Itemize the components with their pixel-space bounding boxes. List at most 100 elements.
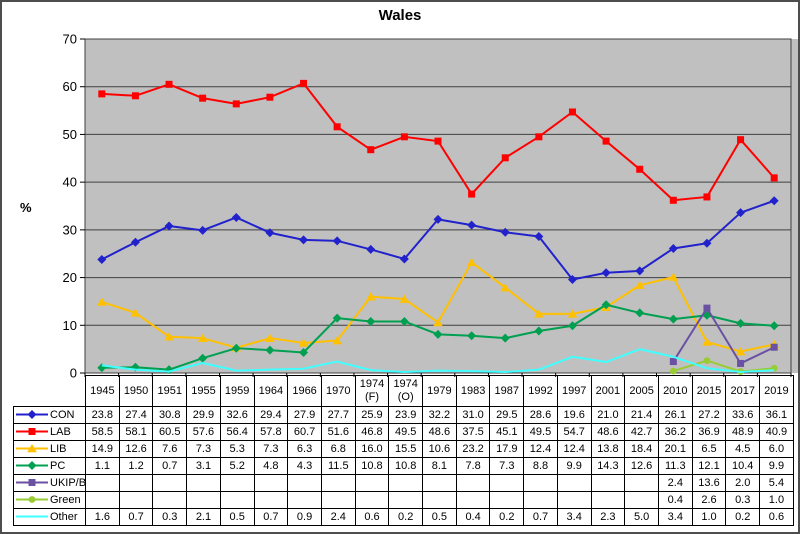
legend-entry-UKIP/Br: UKIP/Br	[15, 477, 85, 490]
plot-background	[85, 39, 798, 373]
table-cell: 37.5	[455, 423, 491, 441]
series-name-label: CON	[50, 408, 75, 421]
table-cell: 31.0	[455, 406, 491, 424]
series-marker-CON	[534, 232, 544, 242]
series-name-label: Green	[50, 493, 81, 506]
table-cell: 15.5	[388, 440, 424, 458]
table-cell	[287, 474, 322, 492]
table-cell: 33.6	[725, 406, 761, 424]
year-header: 2019	[759, 375, 794, 407]
table-cell: 0.9	[287, 508, 322, 526]
table-cell: 9.9	[556, 457, 592, 475]
year-header: 2017	[725, 375, 761, 407]
year-header: 1955	[186, 375, 221, 407]
legend-entry-LAB: LAB	[15, 426, 85, 439]
table-cell: 0.7	[118, 508, 154, 526]
series-marker-UKIP/Br	[703, 304, 711, 312]
series-marker-Green	[703, 357, 711, 364]
table-cell: 36.2	[657, 423, 693, 441]
series-marker-CON	[366, 244, 376, 254]
series-marker-LAB	[770, 174, 778, 182]
table-cell: 60.5	[152, 423, 188, 441]
table-cell: 3.4	[556, 508, 592, 526]
legend-shape-LAB	[28, 428, 36, 436]
year-header: 1966	[287, 375, 322, 407]
legend-entry-CON: CON	[15, 408, 85, 422]
table-cell: 0.2	[725, 508, 761, 526]
table-row-LAB: LAB 58.5 58.1 60.5 57.6 56.4 57.8 60.7 51.6 46.8 4…	[13, 423, 794, 441]
legend-entry-Other: Other	[15, 511, 85, 524]
table-cell: 2.0	[725, 474, 761, 492]
table-cell	[556, 491, 592, 509]
table-cell: 1.1	[85, 457, 120, 475]
table-cell: 0.2	[388, 508, 424, 526]
table-cell: 48.6	[422, 423, 457, 441]
year-header: 1987	[489, 375, 525, 407]
series-marker-CON	[500, 227, 510, 237]
table-cell: 1.2	[118, 457, 154, 475]
row-label-CON: CON	[13, 406, 86, 424]
series-marker-LAB	[602, 137, 610, 145]
table-cell: 48.6	[590, 423, 626, 441]
table-cell: 4.5	[725, 440, 761, 458]
series-marker-LAB	[636, 165, 644, 173]
row-label-PC: PC	[13, 457, 86, 475]
table-cell: 46.8	[354, 423, 390, 441]
year-header: 1974 (O)	[388, 375, 424, 407]
table-cell	[186, 491, 221, 509]
table-cell: 0.5	[422, 508, 457, 526]
legend-entry-LIB: LIB	[15, 442, 85, 456]
series-marker-CON	[668, 243, 678, 253]
table-cell: 48.9	[725, 423, 761, 441]
table-cell: 0.6	[759, 508, 794, 526]
series-marker-LAB	[669, 196, 677, 204]
series-marker-CON	[231, 212, 241, 222]
legend-shape-PC	[27, 461, 37, 471]
legend-shape-Green	[28, 496, 36, 504]
series-marker-PC	[399, 316, 409, 326]
series-marker-LAB	[266, 93, 274, 101]
table-cell: 49.5	[523, 423, 558, 441]
series-marker-CON	[702, 238, 712, 248]
series-marker-CON	[265, 228, 275, 238]
table-cell	[455, 474, 491, 492]
series-marker-LIB	[534, 309, 544, 318]
chart-title: Wales	[378, 7, 422, 24]
table-cell: 2.1	[186, 508, 221, 526]
table-cell: 5.2	[219, 457, 255, 475]
series-marker-LIB	[365, 292, 376, 301]
series-name-label: LIB	[50, 442, 67, 455]
year-header: 1950	[118, 375, 154, 407]
table-row-CON: CON 23.8 27.4 30.8 29.9 32.6 29.4 27.9 27.7 25.9 2…	[13, 406, 794, 424]
year-header: 1997	[556, 375, 592, 407]
table-cell: 13.6	[691, 474, 727, 492]
series-marker-UKIP/Br	[737, 359, 745, 367]
table-cell: 29.4	[253, 406, 289, 424]
legend-shape-UKIP/Br	[28, 479, 36, 487]
series-marker-LAB	[703, 193, 711, 201]
series-marker-LAB	[737, 136, 745, 144]
table-cell: 0.3	[725, 491, 761, 509]
series-marker-LIB	[433, 317, 443, 327]
table-cell: 12.6	[624, 457, 659, 475]
table-cell: 1.0	[759, 491, 794, 509]
series-marker-CON	[164, 221, 174, 231]
series-marker-LAB	[232, 100, 240, 108]
year-header: 1992	[523, 375, 558, 407]
series-marker-PC	[769, 321, 779, 331]
series-marker-CON	[332, 236, 342, 246]
table-cell: 27.9	[287, 406, 322, 424]
series-marker-LAB	[199, 94, 207, 102]
table-cell: 5.4	[759, 474, 794, 492]
series-marker-PC	[668, 314, 678, 324]
table-cell: 7.6	[152, 440, 188, 458]
year-header: 1970	[320, 375, 356, 407]
year-header: 1964	[253, 375, 289, 407]
legend-shape-LIB	[27, 444, 37, 453]
table-cell	[320, 491, 356, 509]
table-cell: 7.3	[489, 457, 525, 475]
series-marker-CON	[399, 254, 409, 264]
table-cell	[287, 491, 322, 509]
table-cell: 2.4	[320, 508, 356, 526]
table-cell: 2.4	[657, 474, 693, 492]
